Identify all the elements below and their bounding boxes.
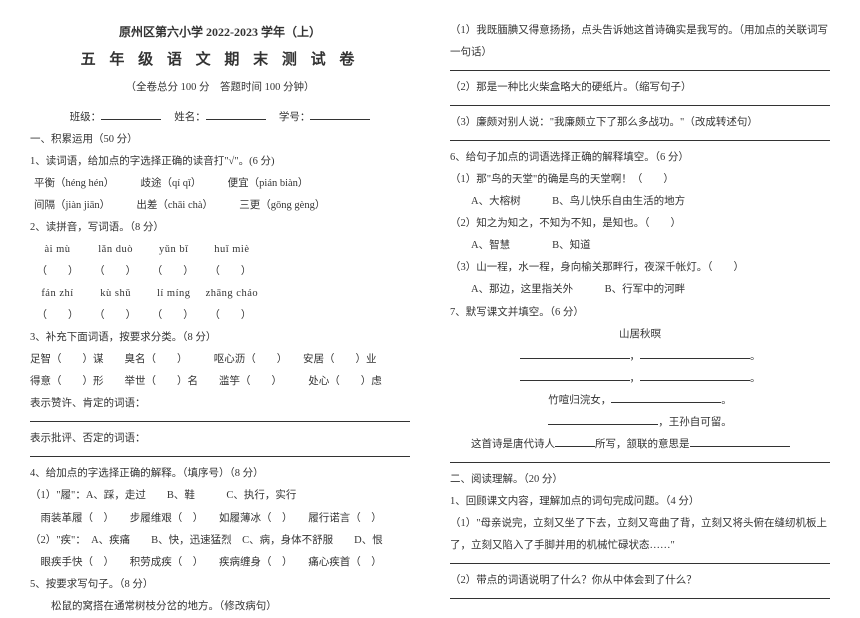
school-line: 原州区第六小学 2022-2023 学年（上） <box>30 20 410 45</box>
bracket: （ ） <box>145 305 200 327</box>
id-label: 学号： <box>279 112 311 123</box>
answer-line <box>450 105 830 106</box>
pinyin: lí míng <box>146 283 201 305</box>
q7-end: 这首诗是唐代诗人 所写，颔联的意思是 <box>450 434 830 456</box>
class-label: 班级： <box>70 112 102 123</box>
q3: 3、补充下面词语，按要求分类。（8 分） <box>30 327 410 349</box>
poem-text: 竹喧归浣女， <box>548 395 611 406</box>
bracket: （ ） <box>30 305 85 327</box>
poem-blank <box>640 368 750 381</box>
q3-a: 表示赞许、肯定的词语： <box>30 393 410 415</box>
pinyin: zhāng cháo <box>204 283 259 305</box>
section-1-heading: 一、积累运用（50 分） <box>30 129 410 151</box>
poem-line-3: 竹喧归浣女，。 <box>450 390 830 412</box>
q5-1: （1）我既腼腆又得意扬扬，点头告诉她这首诗确实是我写的。（用加点的关联词写一句话… <box>450 20 830 64</box>
answer-line <box>450 563 830 564</box>
q1-line2: 间隔（jiàn jiān） 出差（chāi chà） 三更（gōng gèng） <box>30 195 410 217</box>
answer-line <box>30 421 410 422</box>
answer-line <box>30 456 410 457</box>
name-label: 姓名： <box>174 112 206 123</box>
q3-line1: 足智（ ）谋 臭名（ ） 呕心沥（ ） 安居（ ）业 <box>30 349 410 371</box>
pinyin-row-2: fán zhí kù shǔ lí míng zhāng cháo <box>30 283 410 305</box>
left-column: 原州区第六小学 2022-2023 学年（上） 五 年 级 语 文 期 末 测 … <box>30 20 410 588</box>
poem-line-4: ，王孙自可留。 <box>450 412 830 434</box>
right-column: （1）我既腼腆又得意扬扬，点头告诉她这首诗确实是我写的。（用加点的关联词写一句话… <box>450 20 830 588</box>
pinyin: kù shǔ <box>88 283 143 305</box>
student-info: 班级： 姓名： 学号： <box>30 107 410 129</box>
q6-3: （3）山一程，水一程，身向榆关那畔行，夜深千帐灯。（ ） <box>450 257 830 279</box>
meaning-blank <box>690 434 790 447</box>
q4-line1: （1）"履"：A、踩，走过 B、鞋 C、执行，实行 <box>30 485 410 507</box>
poem-text: 王孙自可留。 <box>669 417 732 428</box>
q4-line2: 雨装革履（ ） 步履维艰（ ） 如履薄冰（ ） 履行诺言（ ） <box>30 508 410 530</box>
q1-line1: 平衡（héng hén） 歧途（qí qǐ） 便宜（pián biàn） <box>30 173 410 195</box>
poem-blank <box>520 368 630 381</box>
q6-3-options: A、那边，这里指关外 B、行军中的河畔 <box>450 279 830 301</box>
q2: 2、读拼音，写词语。（8 分） <box>30 217 410 239</box>
bracket-row-1: （ ） （ ） （ ） （ ） <box>30 261 410 283</box>
poem-line-1: ，。 <box>450 346 830 368</box>
q3-b: 表示批评、否定的词语： <box>30 428 410 450</box>
exam-page: 原州区第六小学 2022-2023 学年（上） 五 年 级 语 文 期 末 测 … <box>0 0 860 608</box>
name-blank <box>206 107 266 120</box>
q6-1: （1）那"鸟的天堂"的确是鸟的天堂啊！（ ） <box>450 169 830 191</box>
exam-title: 五 年 级 语 文 期 末 测 试 卷 <box>30 45 410 77</box>
poem-blank <box>520 346 630 359</box>
q4: 4、给加点的字选择正确的解释。（填序号）（8 分） <box>30 463 410 485</box>
answer-line <box>450 462 830 463</box>
poem-blank <box>548 412 658 425</box>
q6-2-options: A、智慧 B、知道 <box>450 235 830 257</box>
r1-1: （1）"母亲说完，立刻又坐了下去，立刻又弯曲了背，立刻又将头俯在缝纫机板上了，立… <box>450 513 830 557</box>
bracket: （ ） <box>30 261 85 283</box>
q6-1-options: A、大榕树 B、鸟儿快乐自由生活的地方 <box>450 191 830 213</box>
poet-blank <box>555 434 595 447</box>
q1: 1、读词语，给加点的字选择正确的读音打"√"。(6 分) <box>30 151 410 173</box>
q5-2: （2）那是一种比火柴盒略大的硬纸片。（缩写句子） <box>450 77 830 99</box>
pinyin: ài mù <box>30 239 85 261</box>
q7: 7、默写课文并填空。（6 分） <box>450 302 830 324</box>
bracket: （ ） <box>88 305 143 327</box>
q7-end-text1: 这首诗是唐代诗人 <box>450 439 555 450</box>
bracket-row-2: （ ） （ ） （ ） （ ） <box>30 305 410 327</box>
answer-line <box>450 140 830 141</box>
bracket: （ ） <box>88 261 143 283</box>
q6: 6、给句子加点的词语选择正确的解释填空。（6 分） <box>450 147 830 169</box>
q4-line4: 眼疾手快（ ） 积劳成疾（ ） 疾病缠身（ ） 痛心疾首（ ） <box>30 552 410 574</box>
r1-2: （2）带点的词语说明了什么？你从中体会到了什么？ <box>450 570 830 592</box>
q4-line3: （2）"疾"： A、疾痛 B、快，迅速猛烈 C、病，身体不舒服 D、恨 <box>30 530 410 552</box>
bracket: （ ） <box>203 261 258 283</box>
answer-line <box>450 70 830 71</box>
reading-heading: 二、阅读理解。（20 分） <box>450 469 830 491</box>
bracket: （ ） <box>145 261 200 283</box>
q5: 5、按要求写句子。（8 分） <box>30 574 410 596</box>
poem-line-2: ，。 <box>450 368 830 390</box>
q5-line1: 松鼠的窝搭在通常树枝分岔的地方。（修改病句） <box>30 596 410 618</box>
poem-title: 山居秋暝 <box>450 324 830 346</box>
pinyin: lǎn duò <box>88 239 143 261</box>
r1: 1、回顾课文内容，理解加点的词句完成问题。（4 分） <box>450 491 830 513</box>
q7-end-text2: 所写，颔联的意思是 <box>595 439 690 450</box>
poem-blank <box>640 346 750 359</box>
answer-line <box>450 598 830 599</box>
pinyin: huǐ miè <box>204 239 259 261</box>
q3-line2: 得意（ ）形 举世（ ）名 滥竽（ ） 处心（ ）虑 <box>30 371 410 393</box>
bracket: （ ） <box>203 305 258 327</box>
exam-info: （全卷总分 100 分 答题时间 100 分钟） <box>30 77 410 99</box>
pinyin: fán zhí <box>30 283 85 305</box>
pinyin: yǔn bǐ <box>146 239 201 261</box>
poem-blank <box>611 390 721 403</box>
pinyin-row-1: ài mù lǎn duò yǔn bǐ huǐ miè <box>30 239 410 261</box>
q6-2: （2）知之为知之，不知为不知，是知也。（ ） <box>450 213 830 235</box>
id-blank <box>310 107 370 120</box>
class-blank <box>101 107 161 120</box>
q5-3: （3）廉颇对别人说："我廉颇立下了那么多战功。"（改成转述句） <box>450 112 830 134</box>
